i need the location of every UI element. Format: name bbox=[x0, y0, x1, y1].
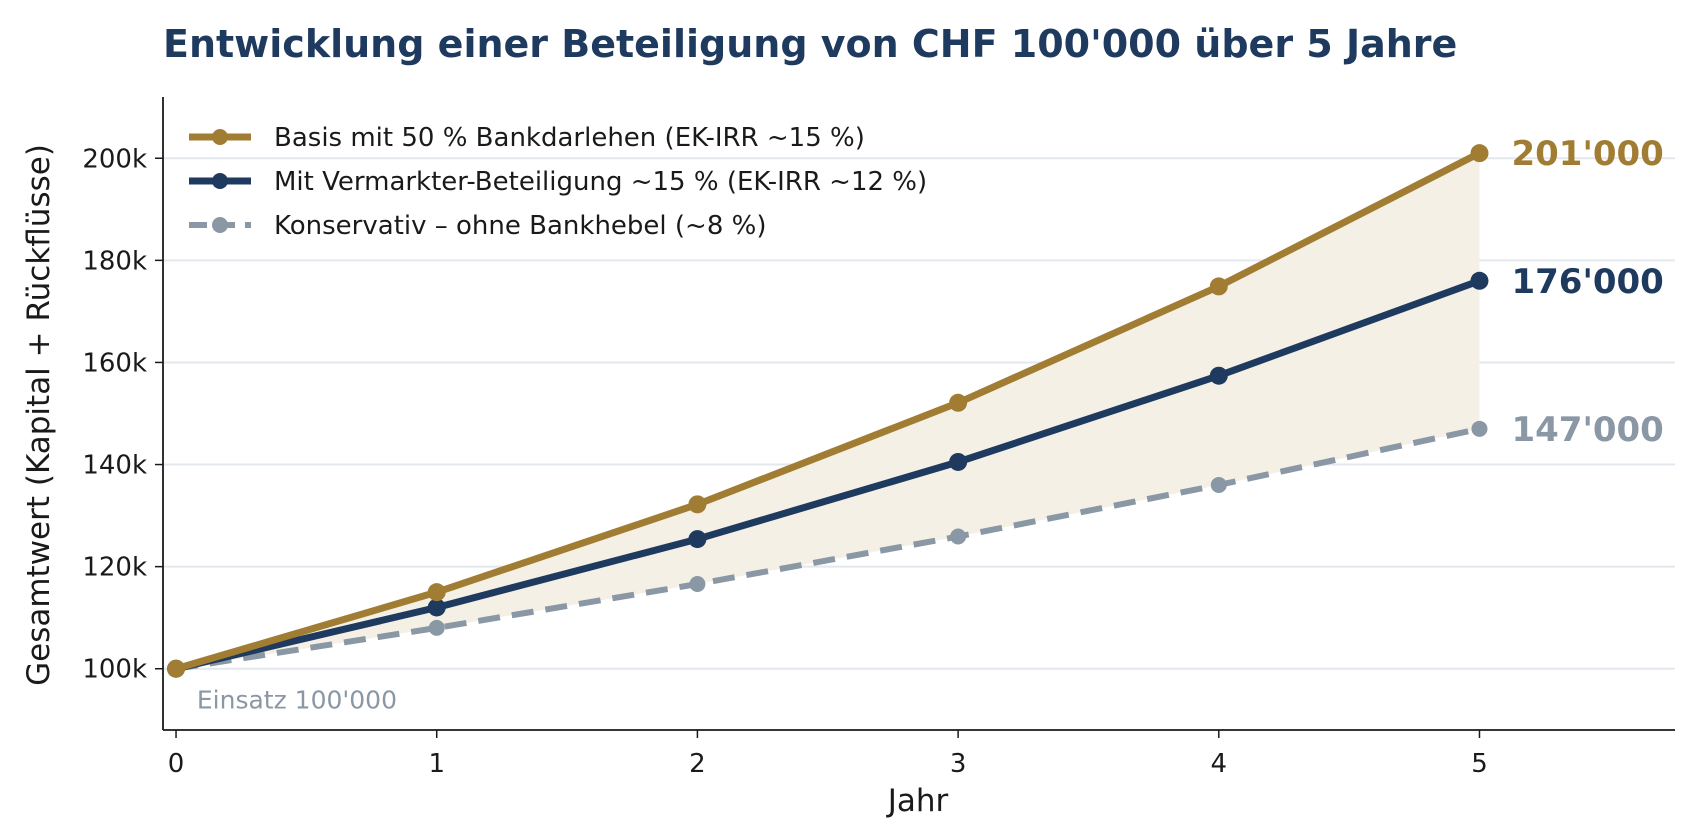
y-axis-label: Gesamtwert (Kapital + Rückflüsse) bbox=[21, 144, 57, 686]
x-tick-label: 3 bbox=[950, 749, 967, 779]
legend-marker bbox=[212, 217, 228, 233]
end-value-label: 176'000 bbox=[1511, 262, 1663, 302]
data-point bbox=[688, 495, 707, 514]
shaded-band bbox=[176, 153, 1480, 669]
y-tick-label: 120k bbox=[82, 553, 147, 583]
end-value-label: 147'000 bbox=[1511, 410, 1663, 450]
data-point bbox=[1209, 277, 1228, 296]
data-point bbox=[1471, 420, 1488, 437]
data-point bbox=[427, 598, 446, 617]
y-tick-label: 180k bbox=[82, 246, 147, 276]
x-axis-label: Jahr bbox=[886, 783, 949, 819]
tick-labels: 100k 120k 140k 160k 180k 200k 0 1 2 3 4 5 bbox=[82, 144, 1487, 779]
data-point bbox=[428, 619, 445, 636]
x-tick-label: 4 bbox=[1211, 749, 1228, 779]
end-value-label: 201'000 bbox=[1511, 134, 1663, 174]
x-tick-label: 1 bbox=[428, 749, 445, 779]
x-tick-label: 5 bbox=[1471, 749, 1488, 779]
legend-marker bbox=[212, 129, 228, 145]
x-tick-label: 0 bbox=[168, 749, 185, 779]
series-group bbox=[167, 144, 1489, 678]
y-tick-label: 140k bbox=[82, 451, 147, 481]
series-line-2 bbox=[175, 425, 1481, 672]
legend-entry: Basis mit 50 % Bankdarlehen (EK-IRR ~15 … bbox=[274, 123, 865, 153]
y-tick-label: 200k bbox=[82, 144, 147, 174]
data-point bbox=[688, 530, 707, 549]
x-tick-label: 2 bbox=[689, 749, 706, 779]
legend-entry: Konservativ – ohne Bankhebel (~8 %) bbox=[274, 211, 767, 241]
legend: Basis mit 50 % Bankdarlehen (EK-IRR ~15 … bbox=[189, 123, 927, 241]
data-point bbox=[1470, 144, 1489, 163]
annotations: Einsatz 100'000 bbox=[197, 685, 397, 714]
legend-entry: Mit Vermarkter-Beteiligung ~15 % (EK-IRR… bbox=[274, 167, 927, 197]
data-point bbox=[167, 659, 186, 678]
data-point bbox=[427, 583, 446, 602]
axes bbox=[162, 97, 1675, 731]
data-point bbox=[1470, 271, 1489, 290]
y-tick-label: 100k bbox=[82, 655, 147, 685]
end-labels: 201'000 176'000 147'000 bbox=[1511, 134, 1663, 450]
data-point bbox=[949, 452, 968, 471]
series-line-1 bbox=[172, 277, 1483, 673]
chart-title: Entwicklung einer Beteiligung von CHF 10… bbox=[163, 22, 1457, 66]
data-point bbox=[1210, 476, 1227, 493]
data-point bbox=[689, 576, 706, 593]
annotation-text: Einsatz 100'000 bbox=[197, 685, 397, 714]
series-line-0 bbox=[172, 149, 1483, 673]
legend-marker bbox=[212, 173, 228, 189]
data-point bbox=[1209, 366, 1228, 385]
data-point bbox=[950, 528, 967, 545]
shaded-band-area bbox=[176, 153, 1480, 669]
y-tick-label: 160k bbox=[82, 348, 147, 378]
data-point bbox=[949, 393, 968, 412]
